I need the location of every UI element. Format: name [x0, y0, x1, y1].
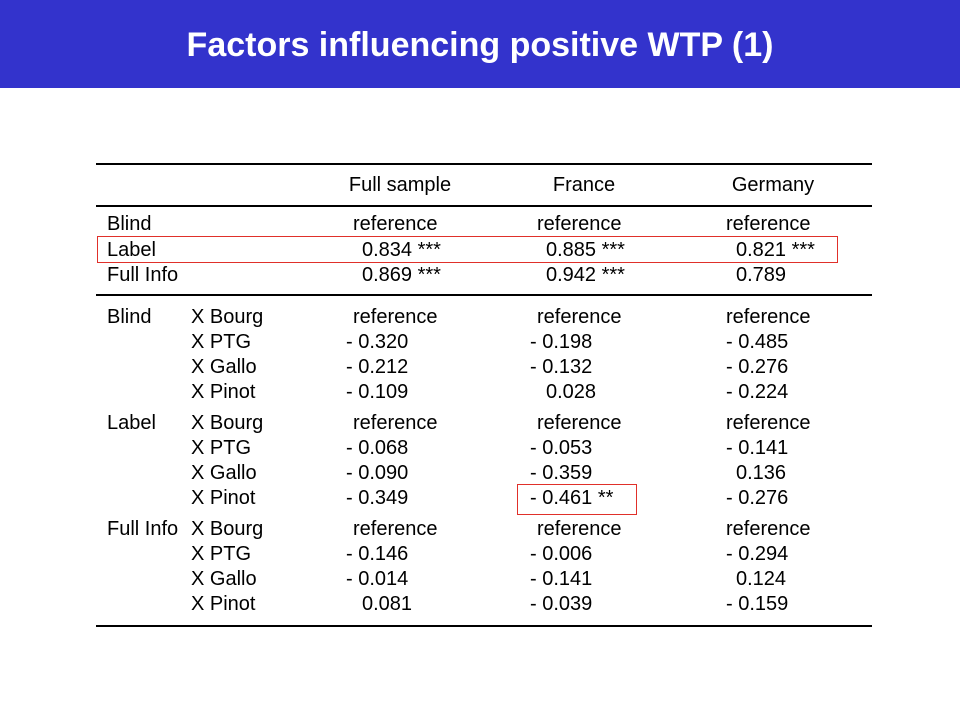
table-cell-value: - 0.359 — [530, 462, 593, 484]
table-cell-value: - 0.039 — [530, 593, 593, 615]
row-factor-label: X PTG — [191, 331, 252, 353]
table-cell-value: 0.821 *** — [736, 239, 815, 261]
table-cell-value: - 0.349 — [346, 487, 409, 509]
table-header-rule — [96, 205, 872, 207]
row-group-label: Label — [107, 239, 156, 261]
table-cell-value: 0.124 — [736, 568, 787, 590]
table-cell-value: - 0.132 — [530, 356, 593, 378]
table-cell-value: 0.942 *** — [546, 264, 625, 286]
table-top-rule — [96, 163, 872, 165]
highlight-label-row — [97, 236, 838, 263]
table-cell-value: - 0.053 — [530, 437, 593, 459]
table-cell-value: - 0.461 ** — [530, 487, 614, 509]
table-cell-value: reference — [726, 518, 811, 540]
table-cell-value: - 0.141 — [726, 437, 789, 459]
row-factor-label: X Gallo — [191, 356, 257, 378]
table-cell-value: reference — [537, 213, 622, 235]
row-group-label: Full Info — [107, 264, 179, 286]
table-cell-value: - 0.198 — [530, 331, 593, 353]
row-factor-label: X Bourg — [191, 306, 264, 328]
table-cell-value: 0.789 — [736, 264, 787, 286]
row-factor-label: X Gallo — [191, 568, 257, 590]
table-cell-value: - 0.276 — [726, 356, 789, 378]
column-header-germany: Germany — [731, 174, 815, 196]
table-cell-value: 0.834 *** — [362, 239, 441, 261]
table-cell-value: - 0.276 — [726, 487, 789, 509]
table-cell-value: - 0.014 — [346, 568, 409, 590]
slide-title: Factors influencing positive WTP (1) — [186, 26, 774, 64]
table-cell-value: - 0.159 — [726, 593, 789, 615]
column-header-full-sample: Full sample — [348, 174, 452, 196]
table-cell-value: 0.028 — [546, 381, 597, 403]
table-cell-value: reference — [537, 518, 622, 540]
table-cell-value: - 0.146 — [346, 543, 409, 565]
table-cell-value: - 0.068 — [346, 437, 409, 459]
table-cell-value: reference — [726, 412, 811, 434]
column-header-france: France — [552, 174, 616, 196]
row-group-label: Full Info — [107, 518, 179, 540]
table-cell-value: reference — [726, 213, 811, 235]
table-cell-value: reference — [726, 306, 811, 328]
table-bottom-rule — [96, 625, 872, 627]
table-cell-value: - 0.294 — [726, 543, 789, 565]
row-factor-label: X Bourg — [191, 412, 264, 434]
table-cell-value: - 0.109 — [346, 381, 409, 403]
table-cell-value: 0.136 — [736, 462, 787, 484]
table-cell-value: 0.869 *** — [362, 264, 441, 286]
row-factor-label: X Pinot — [191, 381, 256, 403]
table-cell-value: - 0.141 — [530, 568, 593, 590]
row-factor-label: X Pinot — [191, 487, 256, 509]
table-cell-value: reference — [353, 412, 438, 434]
table-cell-value: - 0.320 — [346, 331, 409, 353]
table-cell-value: - 0.212 — [346, 356, 409, 378]
table-cell-value: 0.081 — [362, 593, 413, 615]
table-cell-value: - 0.006 — [530, 543, 593, 565]
table-cell-value: - 0.224 — [726, 381, 789, 403]
row-factor-label: X PTG — [191, 437, 252, 459]
table-section-rule — [96, 294, 872, 296]
highlight-france-pinot-label — [517, 484, 637, 515]
table-cell-value: reference — [353, 518, 438, 540]
table-cell-value: reference — [537, 412, 622, 434]
table-cell-value: reference — [353, 213, 438, 235]
row-group-label: Blind — [107, 306, 152, 328]
row-group-label: Blind — [107, 213, 152, 235]
table-cell-value: - 0.090 — [346, 462, 409, 484]
table-cell-value: 0.885 *** — [546, 239, 625, 261]
table-cell-value: reference — [353, 306, 438, 328]
row-factor-label: X Bourg — [191, 518, 264, 540]
table-cell-value: - 0.485 — [726, 331, 789, 353]
title-bar — [0, 0, 960, 88]
row-group-label: Label — [107, 412, 156, 434]
row-factor-label: X Pinot — [191, 593, 256, 615]
table-cell-value: reference — [537, 306, 622, 328]
row-factor-label: X Gallo — [191, 462, 257, 484]
row-factor-label: X PTG — [191, 543, 252, 565]
